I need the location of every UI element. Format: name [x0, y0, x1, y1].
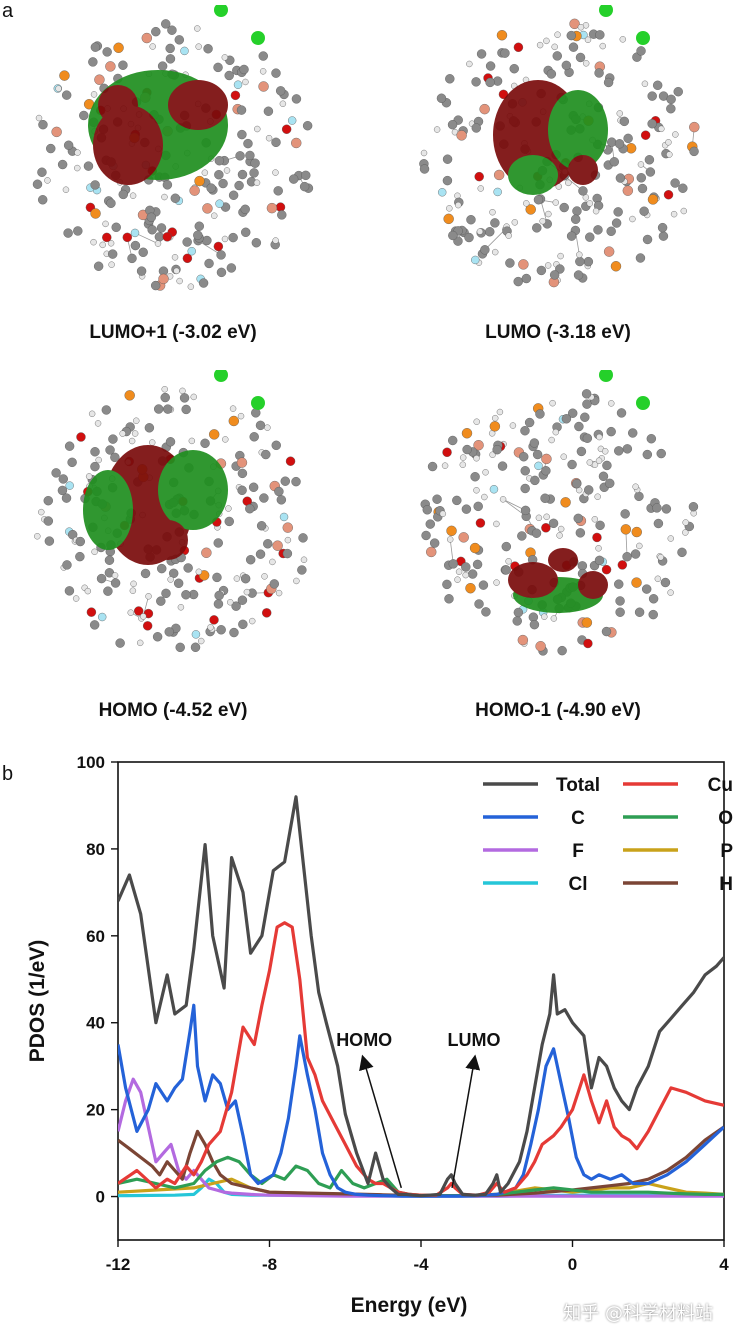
orbital-lobes	[508, 548, 608, 613]
homo-caption: HOMO (-4.52 eV)	[98, 700, 248, 721]
chlorine-atom	[636, 31, 650, 45]
annotation-homo: HOMO	[336, 1030, 392, 1050]
annotation-lumo: LUMO	[448, 1030, 501, 1050]
lumo-orbital-image	[419, 5, 700, 288]
lumo-plus1-caption: LUMO+1 (-3.02 eV)	[89, 322, 257, 343]
chlorine-atom	[251, 396, 265, 410]
pdos-chart: 0 20 40 60 80 100 -12 -8 -4 0 4 Energy (eV) PDOS (1/…	[26, 753, 733, 1317]
x-tick-label: 0	[568, 1255, 577, 1274]
orbital-lobes	[88, 70, 228, 185]
chlorine-atom	[214, 5, 228, 17]
panel-b-label: b	[2, 763, 14, 785]
series-line-c	[118, 1003, 724, 1198]
legend-label: C	[571, 808, 585, 829]
annotation-arrow	[451, 1054, 481, 1188]
chlorine-atom	[599, 370, 613, 382]
y-tick-label: 80	[86, 840, 105, 859]
legend-label: H	[719, 874, 733, 895]
chlorine-atom	[599, 5, 613, 17]
legend-label: F	[572, 841, 584, 862]
panel-a-label: a	[2, 0, 14, 22]
orbital-lobes	[493, 80, 608, 195]
series-line-total	[118, 795, 724, 1198]
y-tick-label: 100	[77, 753, 105, 772]
legend-label: Cl	[569, 874, 588, 895]
x-tick-label: -12	[106, 1255, 131, 1274]
x-tick-label: 4	[719, 1255, 729, 1274]
homo-minus1-orbital-image	[420, 370, 699, 656]
legend-label: Total	[556, 775, 600, 796]
legend-label: Cu	[708, 775, 733, 796]
homo-minus1-caption: HOMO-1 (-4.90 eV)	[475, 700, 641, 721]
legend-label: P	[720, 841, 733, 862]
chlorine-atom	[251, 31, 265, 45]
x-tick-label: -8	[262, 1255, 277, 1274]
y-tick-label: 20	[86, 1101, 105, 1120]
series-lines	[118, 795, 724, 1198]
chlorine-atom	[636, 396, 650, 410]
annotation-arrow	[359, 1054, 403, 1189]
y-axis-label: PDOS (1/eV)	[26, 940, 49, 1063]
chlorine-atom	[214, 370, 228, 382]
atoms	[32, 19, 314, 291]
watermark: 知乎 @科学材料站	[563, 1303, 713, 1324]
legend: Total Cu C O F P Cl H	[483, 775, 733, 895]
x-axis-label: Energy (eV)	[351, 1294, 468, 1317]
series-line-o	[118, 1155, 724, 1198]
homo-orbital-image	[34, 370, 308, 653]
y-tick-label: 0	[96, 1188, 105, 1207]
legend-label: O	[718, 808, 733, 829]
lumo-plus1-orbital-image	[32, 5, 314, 291]
y-tick-label: 40	[86, 1014, 105, 1033]
orbital-lobes	[83, 445, 228, 565]
x-tick-label: -4	[413, 1255, 429, 1274]
atoms	[420, 389, 699, 656]
lumo-caption: LUMO (-3.18 eV)	[485, 322, 631, 343]
series-line-h	[118, 1125, 724, 1198]
y-tick-label: 60	[86, 927, 105, 946]
